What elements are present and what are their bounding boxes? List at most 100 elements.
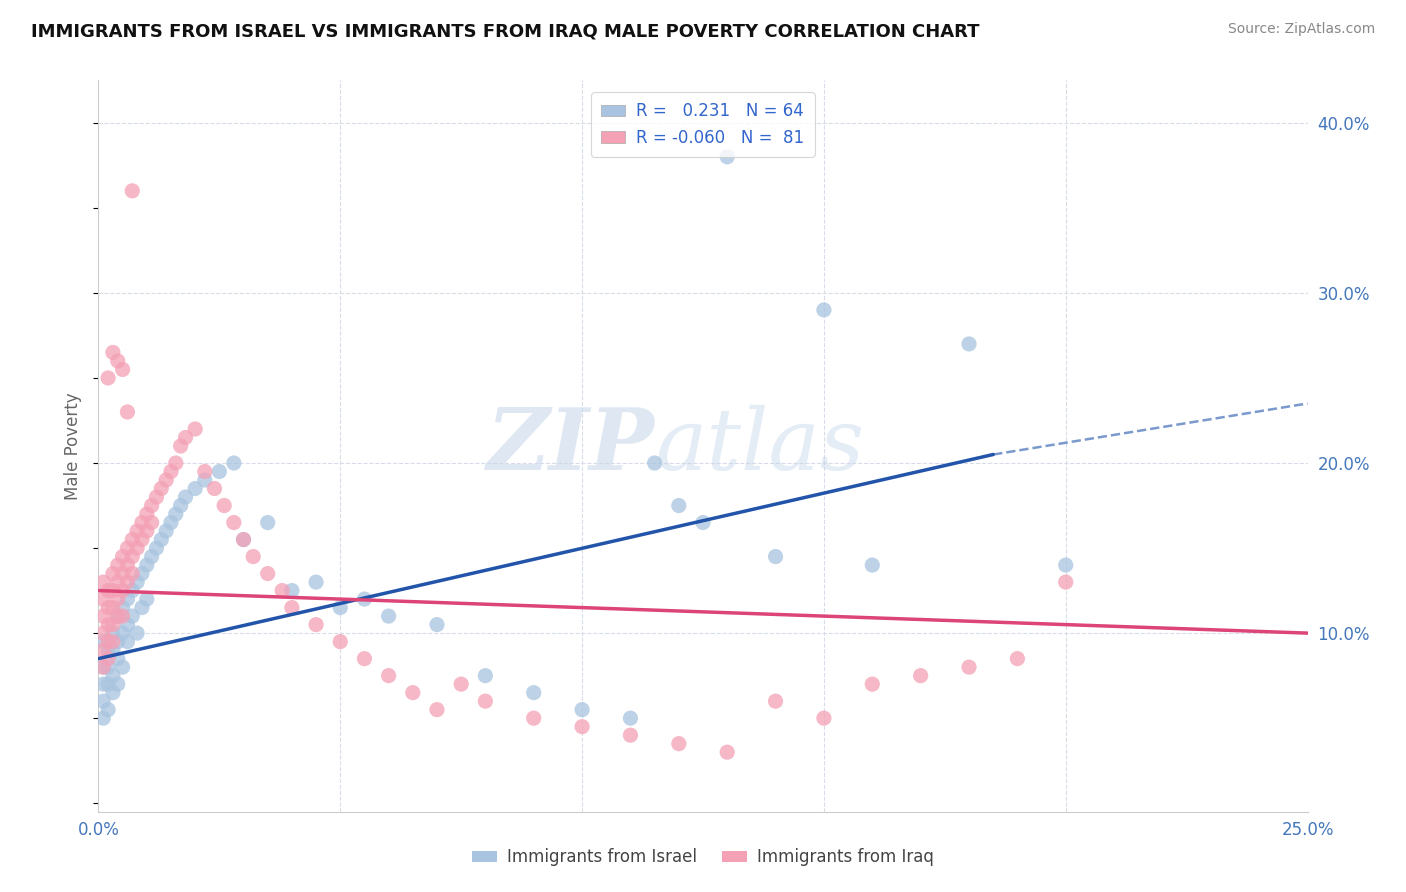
Point xyxy=(111,583,134,598)
Point xyxy=(117,634,139,648)
Point xyxy=(117,575,139,590)
Point xyxy=(204,482,226,496)
Point xyxy=(160,516,183,530)
Point xyxy=(402,686,425,700)
Point xyxy=(107,592,129,607)
Point xyxy=(97,617,120,632)
Point xyxy=(165,456,187,470)
Point xyxy=(145,541,167,555)
Point xyxy=(101,626,124,640)
Point xyxy=(474,694,496,708)
Point xyxy=(305,575,328,590)
Point xyxy=(101,668,124,682)
Point xyxy=(194,473,217,487)
Point xyxy=(222,516,245,530)
Point xyxy=(813,711,835,725)
Point xyxy=(117,541,139,555)
Point xyxy=(184,482,207,496)
Point xyxy=(668,737,690,751)
Point xyxy=(1054,575,1077,590)
Point xyxy=(127,575,149,590)
Point xyxy=(131,516,153,530)
Point xyxy=(97,600,120,615)
Point xyxy=(107,677,129,691)
Point xyxy=(107,609,129,624)
Point xyxy=(353,651,375,665)
Point xyxy=(97,634,120,648)
Point xyxy=(107,609,129,624)
Point xyxy=(107,651,129,665)
Point xyxy=(716,150,738,164)
Legend: R =   0.231   N = 64, R = -0.060   N =  81: R = 0.231 N = 64, R = -0.060 N = 81 xyxy=(592,92,814,157)
Point xyxy=(127,541,149,555)
Point xyxy=(91,711,114,725)
Point xyxy=(256,516,278,530)
Point xyxy=(127,626,149,640)
Point xyxy=(910,668,932,682)
Point xyxy=(150,533,173,547)
Point xyxy=(184,422,207,436)
Point xyxy=(111,549,134,564)
Point xyxy=(111,609,134,624)
Point xyxy=(377,668,399,682)
Point xyxy=(101,643,124,657)
Point xyxy=(141,549,163,564)
Point xyxy=(111,362,134,376)
Point xyxy=(101,600,124,615)
Point xyxy=(97,677,120,691)
Point xyxy=(107,575,129,590)
Point xyxy=(242,549,264,564)
Point xyxy=(377,609,399,624)
Point xyxy=(141,499,163,513)
Point xyxy=(644,456,666,470)
Point xyxy=(97,660,120,674)
Point xyxy=(131,533,153,547)
Point xyxy=(121,184,143,198)
Point xyxy=(426,617,449,632)
Point xyxy=(101,345,124,359)
Point xyxy=(97,651,120,665)
Point xyxy=(107,354,129,368)
Point xyxy=(135,524,157,538)
Point xyxy=(117,617,139,632)
Point xyxy=(91,694,114,708)
Point xyxy=(141,516,163,530)
Point xyxy=(117,405,139,419)
Text: ZIP: ZIP xyxy=(486,404,655,488)
Point xyxy=(860,677,883,691)
Point xyxy=(145,490,167,504)
Point xyxy=(281,600,304,615)
Text: atlas: atlas xyxy=(655,405,863,487)
Point xyxy=(1054,558,1077,572)
Point xyxy=(111,626,134,640)
Point xyxy=(174,490,197,504)
Point xyxy=(155,524,177,538)
Point xyxy=(281,583,304,598)
Point xyxy=(121,609,143,624)
Text: Source: ZipAtlas.com: Source: ZipAtlas.com xyxy=(1227,22,1375,37)
Point xyxy=(1007,651,1029,665)
Point xyxy=(101,583,124,598)
Point xyxy=(174,430,197,444)
Point xyxy=(716,745,738,759)
Point xyxy=(160,465,183,479)
Point xyxy=(91,660,114,674)
Point xyxy=(91,575,114,590)
Point xyxy=(169,439,191,453)
Point xyxy=(208,465,231,479)
Point xyxy=(121,566,143,581)
Point xyxy=(353,592,375,607)
Point xyxy=(135,507,157,521)
Point xyxy=(169,499,191,513)
Point xyxy=(111,660,134,674)
Point xyxy=(523,686,546,700)
Point xyxy=(523,711,546,725)
Point xyxy=(101,634,124,648)
Point xyxy=(150,482,173,496)
Point xyxy=(131,600,153,615)
Point xyxy=(121,583,143,598)
Point xyxy=(117,592,139,607)
Legend: Immigrants from Israel, Immigrants from Iraq: Immigrants from Israel, Immigrants from … xyxy=(465,842,941,873)
Point xyxy=(91,660,114,674)
Point xyxy=(765,694,787,708)
